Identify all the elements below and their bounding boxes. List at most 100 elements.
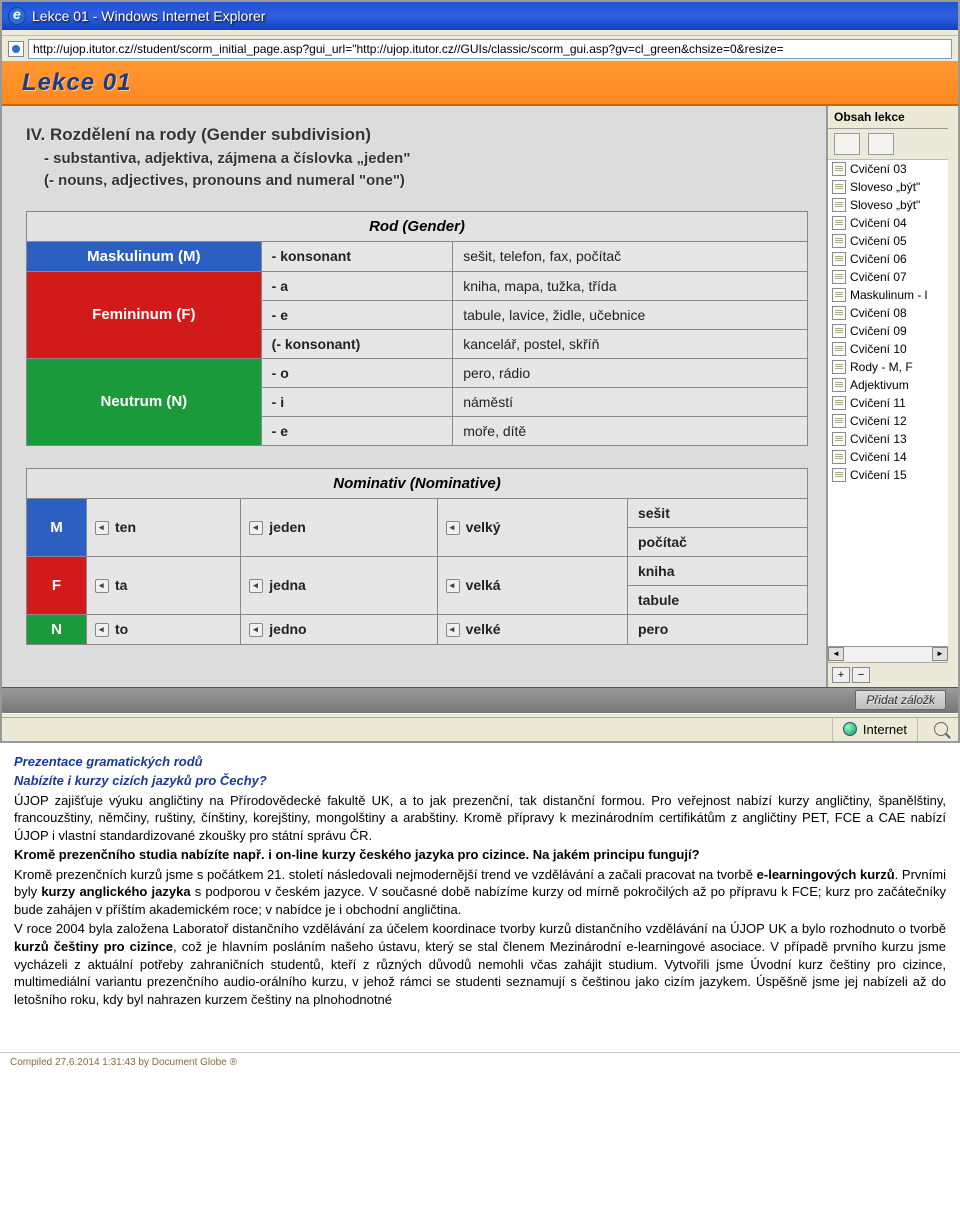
sidebar-item-label: Cvičení 03 xyxy=(850,162,907,176)
scroll-left-button[interactable]: ◄ xyxy=(828,647,844,661)
article-text: Prezentace gramatických rodů Nabízíte i … xyxy=(0,743,960,1023)
document-icon xyxy=(832,414,846,428)
article-p2: ÚJOP zajišťuje výuku angličtiny na Příro… xyxy=(14,792,946,845)
scroll-right-button[interactable]: ► xyxy=(932,647,948,661)
nom-num-cell: jedno xyxy=(241,614,437,644)
article-head1: Prezentace gramatických rodů xyxy=(14,754,203,769)
ending-cell: (- konsonant) xyxy=(261,329,453,358)
sidebar-title: Obsah lekce xyxy=(828,106,948,129)
sidebar-item[interactable]: Cvičení 15 xyxy=(828,466,948,484)
audio-icon[interactable] xyxy=(249,623,263,637)
lesson-title: Lekce 01 xyxy=(22,69,131,97)
document-icon xyxy=(832,270,846,284)
nom-noun-cell: tabule xyxy=(627,585,807,614)
sidebar-item[interactable]: Cvičení 11 xyxy=(828,394,948,412)
example-cell: moře, dítě xyxy=(453,416,808,445)
ending-cell: - o xyxy=(261,358,453,387)
nominative-table-title: Nominativ (Nominative) xyxy=(27,468,808,498)
toolbar-icon-1[interactable] xyxy=(834,133,860,155)
audio-icon[interactable] xyxy=(249,579,263,593)
example-cell: sešit, telefon, fax, počítač xyxy=(453,241,808,271)
gender-category-cell: Femininum (F) xyxy=(27,271,262,358)
sidebar-item[interactable]: Cvičení 09 xyxy=(828,322,948,340)
sidebar-item-label: Cvičení 11 xyxy=(850,396,906,410)
sidebar-item[interactable]: Sloveso „být" xyxy=(828,178,948,196)
ending-cell: - e xyxy=(261,416,453,445)
add-bookmark-button[interactable]: Přidat záložk xyxy=(855,690,946,710)
sidebar-item-label: Maskulinum - l xyxy=(850,288,927,302)
sidebar-item-label: Cvičení 08 xyxy=(850,306,907,320)
heading-main: IV. Rozdělení na rody (Gender subdivisio… xyxy=(26,122,808,148)
ie-icon xyxy=(8,7,26,25)
nom-noun-cell: pero xyxy=(627,614,807,644)
article-p4: V roce 2004 byla založena Laboratoř dist… xyxy=(14,920,946,1008)
zoom-out-button[interactable]: − xyxy=(852,667,870,683)
example-cell: kancelář, postel, skříň xyxy=(453,329,808,358)
sidebar-item[interactable]: Cvičení 07 xyxy=(828,268,948,286)
scroll-track[interactable] xyxy=(844,647,932,662)
document-icon xyxy=(832,234,846,248)
example-cell: kniha, mapa, tužka, třída xyxy=(453,271,808,300)
audio-icon[interactable] xyxy=(95,623,109,637)
nom-adj-cell: velké xyxy=(437,614,627,644)
document-icon xyxy=(832,378,846,392)
sidebar-item[interactable]: Cvičení 08 xyxy=(828,304,948,322)
sidebar-item[interactable]: Adjektivum xyxy=(828,376,948,394)
ending-cell: - a xyxy=(261,271,453,300)
example-cell: náměstí xyxy=(453,387,808,416)
document-icon xyxy=(832,468,846,482)
sidebar-zoom-controls: + − xyxy=(828,662,948,687)
sidebar-item-label: Cvičení 05 xyxy=(850,234,907,248)
sidebar-item[interactable]: Cvičení 03 xyxy=(828,160,948,178)
sidebar-item-label: Sloveso „být" xyxy=(850,180,920,194)
document-icon xyxy=(832,198,846,212)
url-input[interactable] xyxy=(28,39,952,59)
footer: Compiled 27.6.2014 1:31:43 by Document G… xyxy=(0,1052,960,1072)
lesson-header: Lekce 01 xyxy=(2,62,958,106)
sidebar-item-label: Sloveso „být" xyxy=(850,198,920,212)
browser-window: Lekce 01 - Windows Internet Explorer Lek… xyxy=(0,0,960,743)
audio-icon[interactable] xyxy=(95,579,109,593)
status-bar: Internet xyxy=(2,717,958,741)
document-icon xyxy=(832,360,846,374)
sidebar-list: Cvičení 03 Sloveso „být" Sloveso „být" Cvič… xyxy=(828,160,948,646)
heading-sub2: (- nouns, adjectives, pronouns and numer… xyxy=(26,170,808,193)
nom-dem-cell: ten xyxy=(87,498,241,556)
document-icon xyxy=(832,180,846,194)
sidebar-item[interactable]: Cvičení 06 xyxy=(828,250,948,268)
page-icon xyxy=(8,41,24,57)
nom-noun-cell: počítač xyxy=(627,527,807,556)
sidebar-item[interactable]: Sloveso „být" xyxy=(828,196,948,214)
document-icon xyxy=(832,432,846,446)
sidebar-scrollbar[interactable]: ◄ ► xyxy=(828,646,948,662)
audio-icon[interactable] xyxy=(446,579,460,593)
sidebar-item[interactable]: Cvičení 14 xyxy=(828,448,948,466)
sidebar-item[interactable]: Cvičení 13 xyxy=(828,430,948,448)
audio-icon[interactable] xyxy=(446,521,460,535)
sidebar-item[interactable]: Cvičení 12 xyxy=(828,412,948,430)
sidebar-item[interactable]: Cvičení 05 xyxy=(828,232,948,250)
article-q1: Nabízíte i kurzy cizích jazyků pro Čechy… xyxy=(14,773,267,788)
audio-icon[interactable] xyxy=(95,521,109,535)
document-icon xyxy=(832,396,846,410)
ending-cell: - konsonant xyxy=(261,241,453,271)
audio-icon[interactable] xyxy=(249,521,263,535)
document-icon xyxy=(832,162,846,176)
sidebar-item-label: Cvičení 07 xyxy=(850,270,907,284)
gender-category-cell: Maskulinum (M) xyxy=(27,241,262,271)
sidebar-item[interactable]: Maskulinum - l xyxy=(828,286,948,304)
globe-icon xyxy=(843,722,857,736)
sidebar-item-label: Cvičení 10 xyxy=(850,342,907,356)
toolbar-icon-2[interactable] xyxy=(868,133,894,155)
sidebar-item[interactable]: Cvičení 04 xyxy=(828,214,948,232)
nom-dem-cell: ta xyxy=(87,556,241,614)
sidebar-item[interactable]: Cvičení 10 xyxy=(828,340,948,358)
audio-icon[interactable] xyxy=(446,623,460,637)
zoom-zone[interactable] xyxy=(917,718,958,741)
nom-category-cell: M xyxy=(27,498,87,556)
nom-adj-cell: velký xyxy=(437,498,627,556)
document-icon xyxy=(832,252,846,266)
sidebar-item[interactable]: Rody - M, F xyxy=(828,358,948,376)
article-p3: Kromě prezenčních kurzů jsme s počátkem … xyxy=(14,866,946,919)
zoom-in-button[interactable]: + xyxy=(832,667,850,683)
